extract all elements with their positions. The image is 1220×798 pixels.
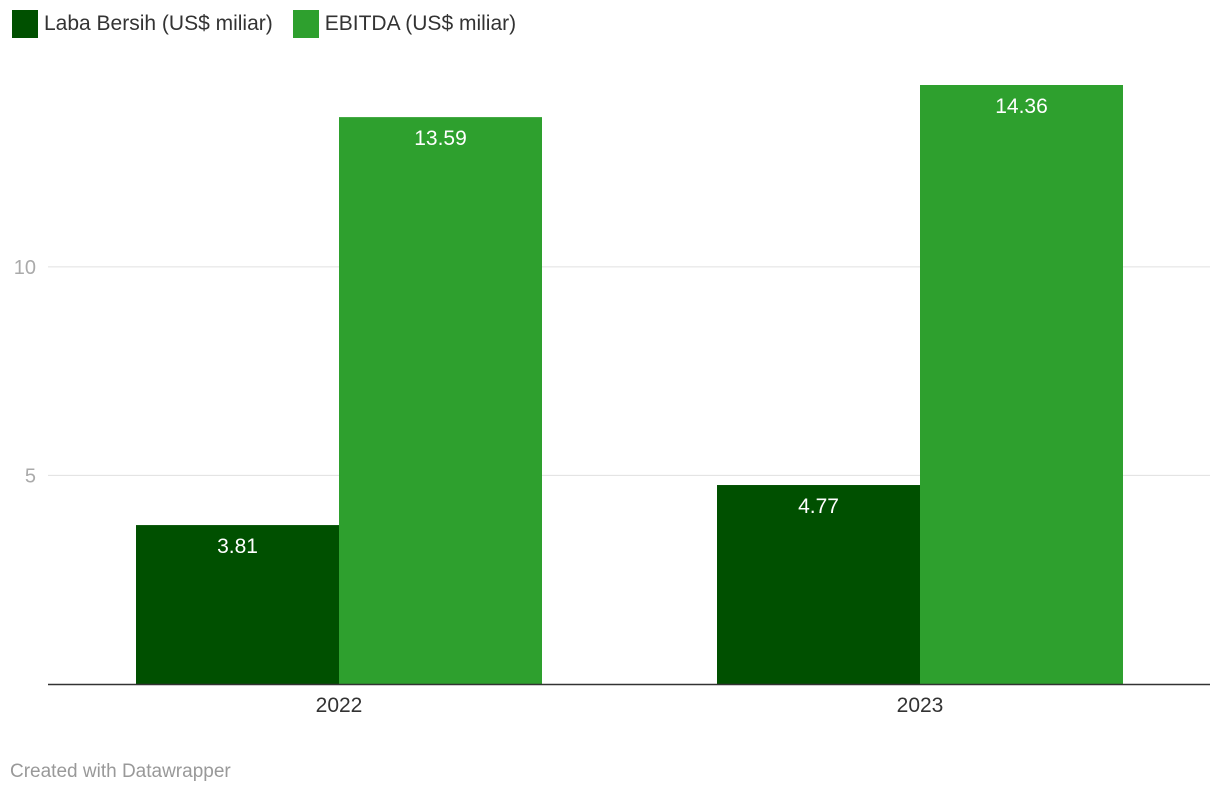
- bar-laba-bersih-2022: [136, 525, 339, 684]
- value-label-ebitda-2023: 14.36: [995, 95, 1048, 118]
- bar-ebitda-2023: [920, 85, 1123, 684]
- value-label-ebitda-2022: 13.59: [414, 127, 467, 150]
- legend-item-laba-bersih: Laba Bersih (US$ miliar): [12, 10, 273, 38]
- chart-legend: Laba Bersih (US$ miliar) EBITDA (US$ mil…: [12, 10, 516, 38]
- bar-chart: 5 10 3.81 13.59 4.77 14.36 2022 2023: [14, 85, 1210, 717]
- datawrapper-credit: Created with Datawrapper: [10, 761, 231, 782]
- value-label-laba-bersih-2023: 4.77: [798, 495, 839, 518]
- bar-ebitda-2022: [339, 117, 542, 684]
- value-label-laba-bersih-2022: 3.81: [217, 535, 258, 558]
- label-layer: 3.81 13.59 4.77 14.36: [217, 95, 1048, 558]
- y-tick-label-10: 10: [14, 257, 36, 279]
- bar-layer: [136, 85, 1123, 684]
- bar-laba-bersih-2023: [717, 485, 920, 684]
- legend-item-ebitda: EBITDA (US$ miliar): [292, 10, 517, 38]
- x-tick-label-2023: 2023: [897, 694, 944, 717]
- legend-label-ebitda: EBITDA (US$ miliar): [324, 12, 517, 35]
- legend-swatch-ebitda: [292, 10, 319, 38]
- x-tick-label-2022: 2022: [316, 694, 363, 717]
- y-tick-label-5: 5: [25, 465, 36, 487]
- legend-swatch-laba-bersih: [12, 10, 38, 38]
- legend-label-laba-bersih: Laba Bersih (US$ miliar): [44, 12, 273, 35]
- axis-layer: 2022 2023: [48, 683, 1210, 717]
